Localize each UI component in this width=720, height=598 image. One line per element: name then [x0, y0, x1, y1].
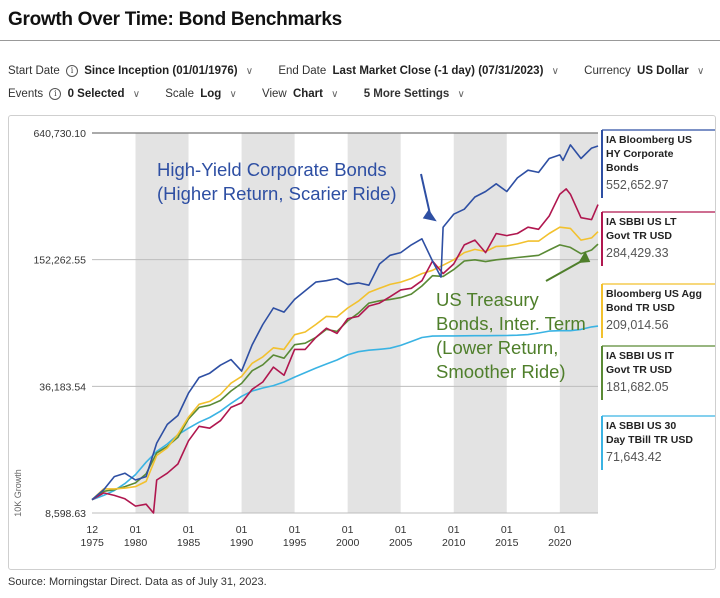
- legend-series-name: IA SBBI US 30: [606, 420, 676, 432]
- events-dropdown[interactable]: Events i 0 Selected ∨: [8, 88, 140, 100]
- x-tick-label: 01: [183, 524, 195, 536]
- annotation-treasury-text: Bonds, Inter. Term: [436, 313, 586, 334]
- chevron-down-icon: ∨: [331, 89, 339, 100]
- legend-series-name: IA Bloomberg US: [606, 134, 692, 146]
- events-label: Events: [8, 88, 44, 100]
- legend-series-value: 181,682.05: [606, 380, 669, 394]
- scale-dropdown[interactable]: Scale Log ∨: [165, 88, 237, 100]
- chevron-down-icon: ∨: [696, 66, 705, 77]
- end-date-label: End Date: [278, 65, 327, 77]
- annotation-treasury-text: Smoother Ride): [436, 361, 566, 382]
- chevron-down-icon: ∨: [551, 66, 559, 77]
- chart-panel: 8,598.63 36,183.54 152,262.55 640,730.10 10K…: [8, 115, 716, 570]
- chevron-down-icon: ∨: [245, 66, 254, 77]
- more-settings-label: 5 More Settings: [363, 88, 450, 100]
- annotation-high-yield-text: High-Yield Corporate Bonds: [157, 159, 387, 180]
- annotation-treasury-text: (Lower Return,: [436, 337, 558, 358]
- shaded-band-1: [241, 133, 295, 513]
- events-value: 0 Selected: [67, 88, 125, 100]
- legend-series-value: 71,643.42: [606, 450, 662, 464]
- end-date-dropdown[interactable]: End Date Last Market Close (-1 day) (07/…: [278, 65, 559, 77]
- more-settings-dropdown[interactable]: 5 More Settings ∨: [364, 88, 465, 100]
- x-tick-label: 1975: [81, 537, 105, 549]
- settings-row-secondary: Events i 0 Selected ∨ Scale Log ∨ View C…: [8, 88, 487, 100]
- legend-series-name: Govt TR USD: [606, 364, 672, 376]
- series-line-2[interactable]: [91, 226, 599, 501]
- x-tick-label: 01: [342, 524, 354, 536]
- view-value: Chart: [292, 88, 323, 100]
- x-tick-label: 1990: [230, 537, 254, 549]
- info-circle-icon[interactable]: i: [49, 88, 62, 100]
- legend-series-value: 552,652.97: [606, 178, 669, 192]
- view-dropdown[interactable]: View Chart ∨: [262, 88, 338, 100]
- currency-dropdown[interactable]: Currency US Dollar ∨: [584, 65, 704, 77]
- legend-series-name: IA SBBI US LT: [606, 216, 677, 228]
- x-tick-label: 01: [395, 524, 407, 536]
- annotation-treasury-text: US Treasury: [436, 289, 540, 310]
- x-tick-label: 12: [86, 524, 98, 536]
- growth-chart[interactable]: 8,598.63 36,183.54 152,262.55 640,730.10 10K…: [9, 116, 715, 569]
- source-note: Source: Morningstar Direct. Data as of J…: [8, 576, 267, 588]
- start-date-value: Since Inception (01/01/1976): [84, 65, 238, 77]
- chevron-down-icon: ∨: [457, 89, 465, 100]
- legend-series-name: HY Corporate: [606, 148, 674, 160]
- page-title: Growth Over Time: Bond Benchmarks: [8, 9, 342, 30]
- x-tick-label: 1980: [124, 537, 148, 549]
- y-tick-label: 8,598.63: [45, 508, 86, 520]
- x-tick-label: 2000: [336, 537, 360, 549]
- chevron-down-icon: ∨: [132, 89, 141, 100]
- x-tick-label: 2020: [548, 537, 572, 549]
- annotation-high-yield-text: (Higher Return, Scarier Ride): [157, 183, 397, 204]
- legend-series-value: 209,014.56: [606, 318, 669, 332]
- annotation-arrowhead: [578, 250, 591, 263]
- scale-label: Scale: [165, 88, 194, 100]
- x-tick-label: 2010: [442, 537, 466, 549]
- settings-row-primary: Start Date i Since Inception (01/01/1976…: [8, 65, 720, 77]
- info-circle-icon[interactable]: i: [65, 65, 78, 77]
- legend-series-value: 284,429.33: [606, 246, 669, 260]
- y-tick-label: 640,730.10: [33, 128, 86, 140]
- x-tick-label: 01: [448, 524, 460, 536]
- annotation-arrowhead: [422, 209, 437, 222]
- title-divider: [0, 40, 720, 41]
- legend-series-name: Bonds: [606, 162, 639, 174]
- start-date-dropdown[interactable]: Start Date i Since Inception (01/01/1976…: [8, 65, 253, 77]
- x-tick-label: 01: [554, 524, 566, 536]
- x-tick-label: 01: [501, 524, 513, 536]
- x-tick-label: 1985: [177, 537, 201, 549]
- legend-series-name: Bloomberg US Agg: [606, 288, 702, 300]
- x-tick-label: 2005: [389, 537, 413, 549]
- chevron-down-icon: ∨: [229, 89, 237, 100]
- view-label: View: [262, 88, 287, 100]
- x-tick-label: 01: [236, 524, 248, 536]
- series-line-3[interactable]: [91, 243, 599, 501]
- y-tick-label: 36,183.54: [39, 381, 86, 393]
- currency-value: US Dollar: [637, 65, 689, 77]
- legend-series-name: Bond TR USD: [606, 302, 675, 314]
- x-tick-label: 01: [130, 524, 142, 536]
- legend-series-name: Govt TR USD: [606, 230, 672, 242]
- currency-label: Currency: [584, 65, 631, 77]
- x-tick-label: 1995: [283, 537, 307, 549]
- scale-value: Log: [200, 88, 222, 100]
- end-date-value: Last Market Close (-1 day) (07/31/2023): [332, 65, 544, 77]
- x-tick-label: 01: [289, 524, 301, 536]
- legend-series-name: IA SBBI US IT: [606, 350, 674, 362]
- series-line-0[interactable]: [91, 144, 599, 501]
- shaded-band-3: [453, 133, 507, 513]
- legend-series-name: Day TBill TR USD: [606, 434, 693, 446]
- x-tick-label: 2015: [495, 537, 519, 549]
- series-line-1[interactable]: [91, 188, 599, 514]
- y-axis-title: 10K Growth: [13, 469, 23, 517]
- y-tick-label: 152,262.55: [33, 255, 86, 267]
- shaded-band-4: [559, 133, 598, 513]
- start-date-label: Start Date: [8, 65, 60, 77]
- shaded-band-2: [347, 133, 401, 513]
